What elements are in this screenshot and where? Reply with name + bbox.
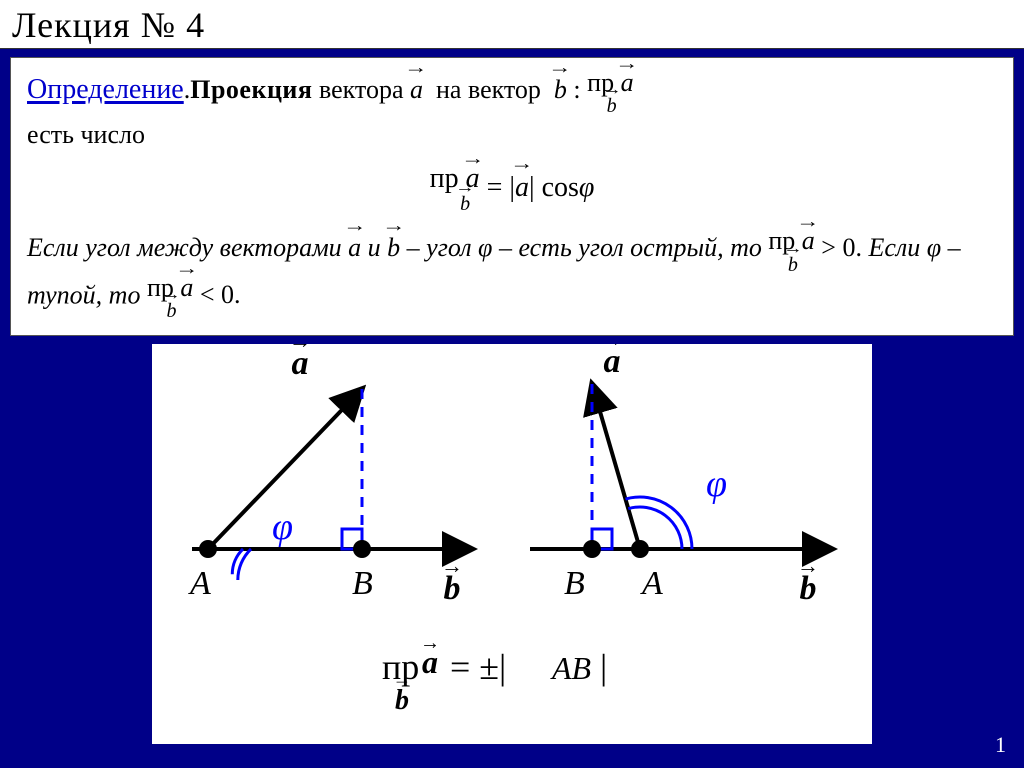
svg-text:AB: AB <box>550 650 591 686</box>
vector-b: b <box>554 68 567 110</box>
proj-notation: пр a b <box>587 69 633 116</box>
vector-a: a <box>180 274 193 299</box>
svg-text:A: A <box>640 565 663 602</box>
vector-b: b <box>607 95 617 115</box>
txt: на вектор <box>429 75 547 104</box>
txt: – угол <box>400 233 478 262</box>
proj-notation: пр a b <box>430 164 480 214</box>
vector-a: a <box>348 226 361 268</box>
txt: вектора <box>312 75 410 104</box>
vector-a: a <box>802 227 815 252</box>
proj-notation: пр a b <box>768 227 814 274</box>
page-number: 1 <box>995 732 1006 758</box>
svg-text:B: B <box>564 565 585 602</box>
vector-a: a <box>621 69 634 94</box>
phi: φ <box>478 233 492 262</box>
definition-box: Определение.Проекция вектора a на вектор… <box>10 57 1014 336</box>
title-bar: Лекция № 4 <box>0 0 1024 49</box>
projection-diagram: a→b→ABφa→b→ABφпр→a→b= ±|AB| <box>152 344 872 744</box>
definition-label: Определение <box>27 74 184 105</box>
txt: > 0. <box>815 233 862 262</box>
svg-text:= ±|: = ±| <box>450 647 506 687</box>
vector-b: b <box>460 193 470 213</box>
vector-a: a <box>515 164 529 209</box>
vector-b: b <box>166 300 176 320</box>
svg-text:→: → <box>289 344 311 353</box>
vector-b: b <box>387 226 400 268</box>
formula-main: пр a b = |a| cosφ <box>27 164 997 215</box>
svg-text:|: | <box>600 647 607 687</box>
phi: φ <box>927 233 941 262</box>
svg-text:→: → <box>601 344 623 351</box>
condition-text: Если угол между векторами a и b – угол φ… <box>27 226 997 320</box>
svg-text:b: b <box>395 685 409 716</box>
svg-text:B: B <box>352 565 373 602</box>
svg-text:→: → <box>441 553 463 578</box>
txt: Если <box>868 233 926 262</box>
vector-a: a <box>410 68 423 110</box>
diagram-panel: a→b→ABφa→b→ABφпр→a→b= ±|AB| <box>152 344 872 744</box>
svg-text:→: → <box>797 553 819 578</box>
definition-term: Проекция <box>190 75 312 104</box>
svg-text:φ: φ <box>706 463 727 505</box>
txt: cos <box>535 172 579 203</box>
vector-b: b <box>788 254 798 274</box>
txt: – есть угол острый, то <box>492 233 768 262</box>
svg-text:a: a <box>422 644 438 680</box>
txt: < 0. <box>193 280 240 309</box>
definition-line-1: Определение.Проекция вектора a на вектор… <box>27 68 997 115</box>
proj-notation: пр a b <box>147 274 193 321</box>
svg-text:φ: φ <box>272 506 293 548</box>
svg-text:A: A <box>188 565 211 602</box>
lecture-title: Лекция № 4 <box>12 4 1012 46</box>
phi: φ <box>579 172 595 203</box>
